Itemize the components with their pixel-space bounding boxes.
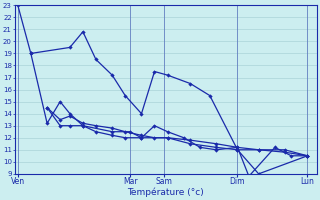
X-axis label: Température (°c): Température (°c) <box>127 188 204 197</box>
